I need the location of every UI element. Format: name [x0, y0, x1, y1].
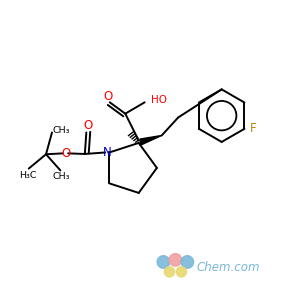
Circle shape	[157, 256, 170, 268]
Text: Chem.com: Chem.com	[196, 261, 260, 274]
Text: N: N	[103, 146, 111, 159]
Text: CH₃: CH₃	[52, 172, 70, 182]
Text: O: O	[103, 89, 113, 103]
Polygon shape	[140, 136, 162, 145]
Text: CH₃: CH₃	[52, 126, 70, 135]
Text: HO: HO	[151, 95, 167, 105]
Circle shape	[164, 267, 175, 277]
Circle shape	[169, 254, 182, 266]
Text: H₃C: H₃C	[19, 171, 36, 180]
Circle shape	[181, 256, 194, 268]
Text: O: O	[83, 119, 93, 132]
Text: O: O	[61, 147, 71, 160]
Text: F: F	[250, 122, 256, 135]
Circle shape	[176, 267, 186, 277]
